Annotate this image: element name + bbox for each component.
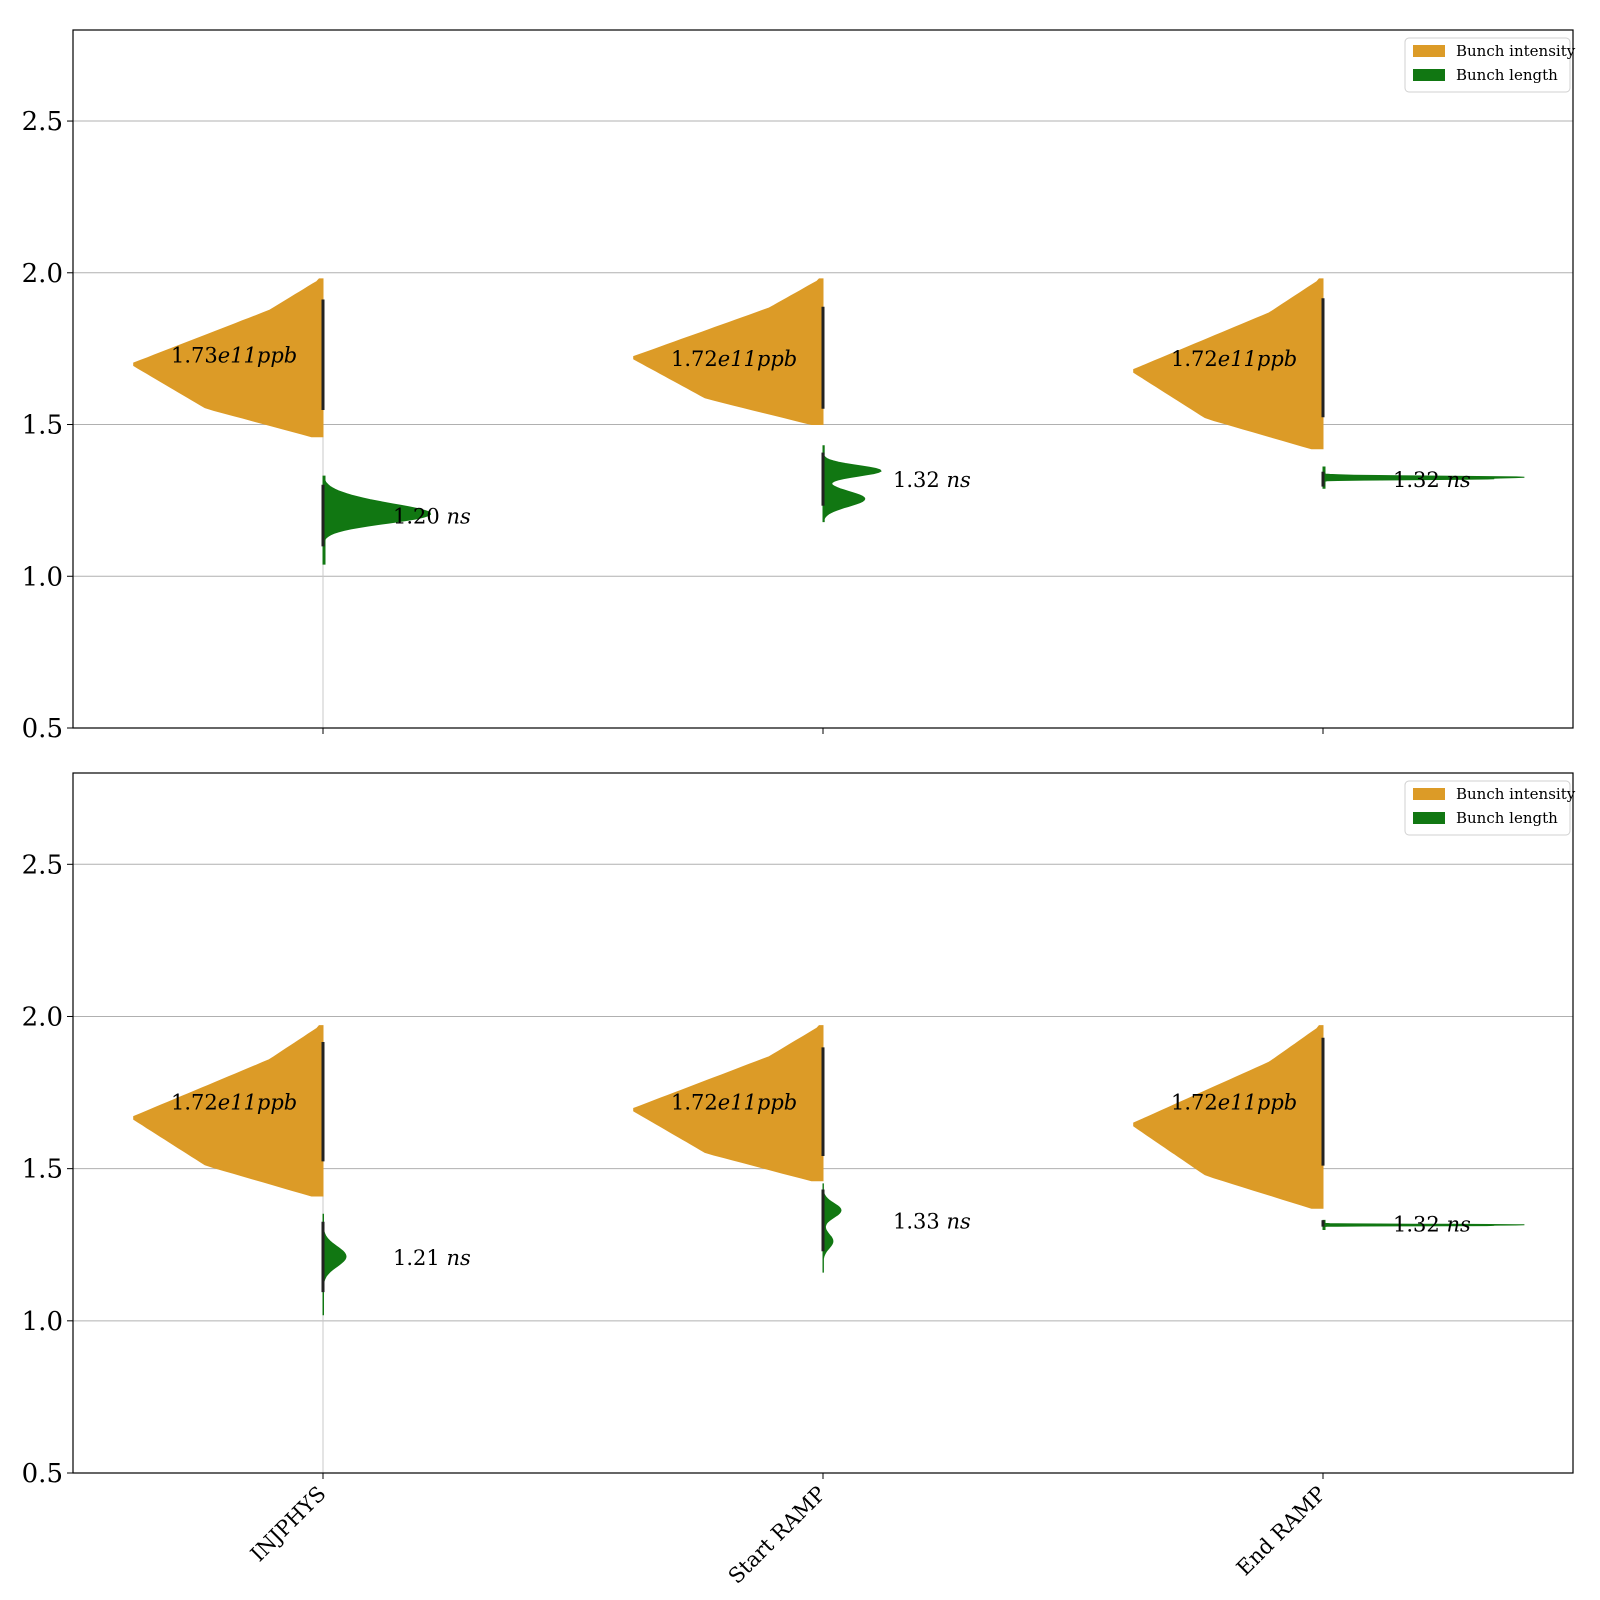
legend-box xyxy=(1404,780,1571,836)
length-value-label: 1.21 ns xyxy=(393,1246,471,1270)
length-value-label: 1.20 ns xyxy=(393,505,471,529)
intensity-value-label: 1.72e11ppb xyxy=(671,347,797,371)
y-tick-label: 2.5 xyxy=(22,850,63,880)
legend-swatch xyxy=(1413,45,1445,57)
length-value-label: 1.33 ns xyxy=(893,1209,971,1233)
y-tick-label: 1.0 xyxy=(22,1307,63,1337)
legend-swatch xyxy=(1413,788,1445,800)
intensity-violin xyxy=(133,1025,324,1197)
top-panel: 0.5 1.0 1.5 2.0 2.5 1.73e11ppb 1.72e11ppb 1.72e… xyxy=(22,29,1576,744)
legend-label: Bunch length xyxy=(1456,66,1558,84)
axes-frame xyxy=(72,772,1574,1474)
length-value-label: 1.32 ns xyxy=(893,468,971,492)
legend-label: Bunch intensity xyxy=(1456,785,1576,803)
intensity-violin xyxy=(633,278,824,425)
legend-box xyxy=(1404,37,1571,93)
legend-label: Bunch intensity xyxy=(1456,42,1576,60)
length-value-label: 1.32 ns xyxy=(1393,1212,1471,1236)
y-tick-label: 0.5 xyxy=(22,714,63,744)
length-value-label: 1.32 ns xyxy=(1393,468,1471,492)
y-tick-label: 2.5 xyxy=(22,107,63,137)
intensity-value-label: 1.73e11ppb xyxy=(171,344,297,368)
length-violin xyxy=(822,1183,842,1273)
legend-swatch xyxy=(1413,69,1445,81)
length-violin xyxy=(1322,466,1525,489)
length-violin xyxy=(1322,1219,1525,1230)
length-violin xyxy=(322,1213,347,1316)
intensity-violin xyxy=(633,1025,824,1182)
x-tick-label: Start RAMP xyxy=(724,1482,831,1589)
y-tick-label: 1.0 xyxy=(22,562,63,592)
legend-swatch xyxy=(1413,812,1445,824)
intensity-value-label: 1.72e11ppb xyxy=(1171,347,1297,371)
y-tick-label: 1.5 xyxy=(22,1155,63,1185)
axes-frame xyxy=(72,29,1574,729)
legend: Bunch intensity Bunch length xyxy=(1404,37,1576,93)
y-tick-label: 2.0 xyxy=(22,1002,63,1032)
legend: Bunch intensity Bunch length xyxy=(1404,780,1576,836)
length-violin xyxy=(322,475,432,565)
intensity-value-label: 1.72e11ppb xyxy=(1171,1091,1297,1115)
legend-label: Bunch length xyxy=(1456,809,1558,827)
y-tick-label: 0.5 xyxy=(22,1459,63,1489)
y-tick-label: 1.5 xyxy=(22,411,63,441)
x-tick-label: End RAMP xyxy=(1232,1482,1331,1581)
intensity-violin xyxy=(1133,1025,1324,1209)
intensity-violin xyxy=(1133,278,1324,450)
length-violin xyxy=(822,445,882,523)
bottom-panel: 0.5 1.0 1.5 2.0 2.5 1.72e11ppb 1.72e11ppb 1.72e… xyxy=(22,772,1576,1589)
intensity-value-label: 1.72e11ppb xyxy=(171,1091,297,1115)
x-tick-label: INJPHYS xyxy=(246,1482,331,1567)
intensity-violin xyxy=(133,278,324,438)
y-tick-label: 2.0 xyxy=(22,259,63,289)
intensity-value-label: 1.72e11ppb xyxy=(671,1091,797,1115)
